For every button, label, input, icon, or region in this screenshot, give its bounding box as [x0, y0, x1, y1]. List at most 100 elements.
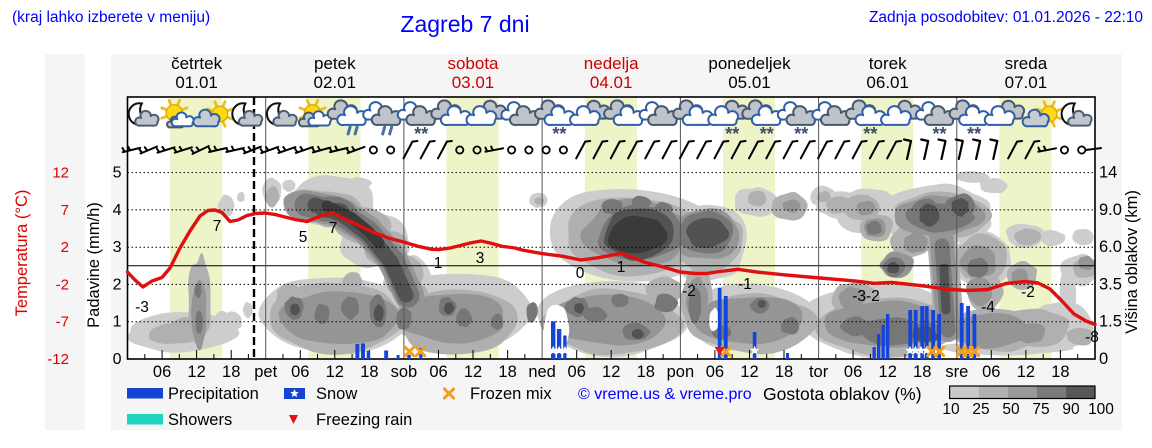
svg-text:**: **: [794, 124, 808, 144]
svg-text:Showers: Showers: [168, 411, 232, 429]
svg-text:Temperatura (°C): Temperatura (°C): [13, 190, 31, 317]
svg-text:0: 0: [576, 265, 585, 282]
svg-text:9.0: 9.0: [1099, 201, 1122, 219]
svg-text:-7: -7: [56, 314, 69, 331]
svg-text:1: 1: [617, 259, 626, 276]
svg-text:90: 90: [1062, 401, 1080, 418]
svg-text:06: 06: [153, 363, 171, 381]
svg-text:0: 0: [1099, 350, 1108, 368]
svg-text:-1: -1: [738, 276, 752, 293]
svg-text:06: 06: [706, 363, 724, 381]
svg-text:**: **: [760, 124, 774, 144]
svg-text:tor: tor: [809, 363, 829, 381]
svg-text:04.01: 04.01: [590, 73, 633, 92]
svg-text:sobota: sobota: [447, 54, 499, 73]
svg-text:06: 06: [291, 363, 309, 381]
svg-text:Padavine (mm/h): Padavine (mm/h): [85, 202, 103, 328]
svg-text:0: 0: [113, 351, 122, 368]
svg-text:12: 12: [740, 363, 758, 381]
svg-text:07.01: 07.01: [1005, 73, 1048, 92]
svg-text:18: 18: [913, 363, 931, 381]
svg-text:Freezing rain: Freezing rain: [316, 411, 412, 429]
svg-text:25: 25: [972, 401, 989, 418]
svg-text:1: 1: [113, 314, 122, 331]
svg-text:12: 12: [1017, 363, 1035, 381]
svg-text:18: 18: [360, 363, 378, 381]
svg-text:(kraj lahko izberete v meniju): (kraj lahko izberete v meniju): [12, 9, 210, 26]
svg-text:**: **: [414, 124, 428, 144]
svg-text:1: 1: [434, 255, 443, 272]
svg-text:5: 5: [299, 229, 308, 246]
svg-text:7: 7: [213, 218, 222, 235]
svg-text:3.5: 3.5: [1099, 275, 1122, 293]
svg-text:06: 06: [982, 363, 1000, 381]
svg-text:Zagreb 7 dni: Zagreb 7 dni: [400, 11, 529, 37]
svg-text:ned: ned: [528, 363, 556, 381]
svg-text:ponedeljek: ponedeljek: [708, 54, 791, 73]
svg-text:18: 18: [1051, 363, 1069, 381]
svg-text:-12: -12: [47, 351, 69, 368]
svg-text:-2: -2: [1021, 284, 1035, 301]
svg-text:četrtek: četrtek: [171, 54, 223, 73]
svg-text:sob: sob: [391, 363, 418, 381]
svg-text:18: 18: [775, 363, 793, 381]
svg-text:01.01: 01.01: [175, 73, 218, 92]
svg-text:Snow: Snow: [316, 385, 357, 403]
svg-text:pet: pet: [254, 363, 277, 381]
svg-text:petek: petek: [314, 54, 356, 73]
svg-text:4: 4: [113, 202, 122, 219]
svg-text:3: 3: [113, 239, 122, 256]
svg-text:03.01: 03.01: [452, 73, 495, 92]
svg-text:50: 50: [1002, 401, 1020, 418]
svg-text:1.5: 1.5: [1099, 313, 1122, 331]
svg-text:06.01: 06.01: [866, 73, 909, 92]
svg-text:2: 2: [113, 276, 122, 293]
svg-text:2: 2: [61, 239, 69, 256]
svg-text:18: 18: [222, 363, 240, 381]
svg-text:12: 12: [52, 165, 69, 182]
svg-text:**: **: [725, 124, 739, 144]
svg-text:7: 7: [61, 202, 69, 219]
svg-text:3: 3: [476, 250, 485, 267]
svg-text:100: 100: [1088, 401, 1114, 418]
svg-text:10: 10: [942, 401, 960, 418]
svg-text:Zadnja posodobitev: 01.01.2026: Zadnja posodobitev: 01.01.2026 - 22:10: [869, 9, 1143, 26]
svg-text:sre: sre: [945, 363, 968, 381]
svg-text:14: 14: [1099, 164, 1117, 182]
svg-text:-2: -2: [56, 276, 69, 293]
svg-text:torek: torek: [869, 54, 907, 73]
svg-text:Precipitation: Precipitation: [168, 385, 259, 403]
svg-text:12: 12: [602, 363, 620, 381]
svg-text:**: **: [552, 124, 566, 144]
svg-text:06: 06: [568, 363, 586, 381]
svg-text:05.01: 05.01: [728, 73, 771, 92]
svg-text:06: 06: [429, 363, 447, 381]
svg-text:75: 75: [1032, 401, 1049, 418]
svg-text:18: 18: [498, 363, 516, 381]
svg-text:18: 18: [637, 363, 655, 381]
svg-text:12: 12: [187, 363, 205, 381]
svg-text:5: 5: [113, 165, 122, 182]
svg-text:-8: -8: [1085, 329, 1099, 346]
svg-text:sreda: sreda: [1005, 54, 1048, 73]
svg-text:02.01: 02.01: [314, 73, 357, 92]
svg-text:Frozen mix: Frozen mix: [470, 385, 552, 403]
svg-text:**: **: [932, 124, 946, 144]
svg-text:© vreme.us & vreme.pro: © vreme.us & vreme.pro: [578, 386, 752, 403]
svg-text:7: 7: [329, 220, 338, 237]
svg-text:pon: pon: [667, 363, 695, 381]
svg-text:-2: -2: [682, 283, 696, 300]
svg-text:nedelja: nedelja: [584, 54, 639, 73]
svg-text:-3-2: -3-2: [852, 288, 880, 305]
svg-text:06: 06: [844, 363, 862, 381]
svg-text:12: 12: [464, 363, 482, 381]
svg-text:6.0: 6.0: [1099, 238, 1122, 256]
svg-text:**: **: [967, 124, 981, 144]
svg-text:-4: -4: [981, 299, 995, 316]
svg-text:12: 12: [879, 363, 897, 381]
svg-text:Gostota oblakov (%): Gostota oblakov (%): [763, 384, 922, 404]
svg-text:-3: -3: [135, 299, 149, 316]
svg-text:**: **: [863, 124, 877, 144]
svg-text:Višina oblakov (km): Višina oblakov (km): [1123, 190, 1141, 334]
svg-text:12: 12: [326, 363, 344, 381]
